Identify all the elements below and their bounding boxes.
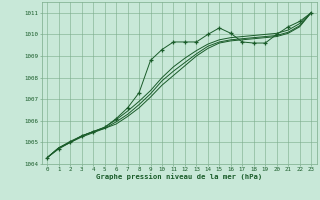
X-axis label: Graphe pression niveau de la mer (hPa): Graphe pression niveau de la mer (hPa) — [96, 173, 262, 180]
